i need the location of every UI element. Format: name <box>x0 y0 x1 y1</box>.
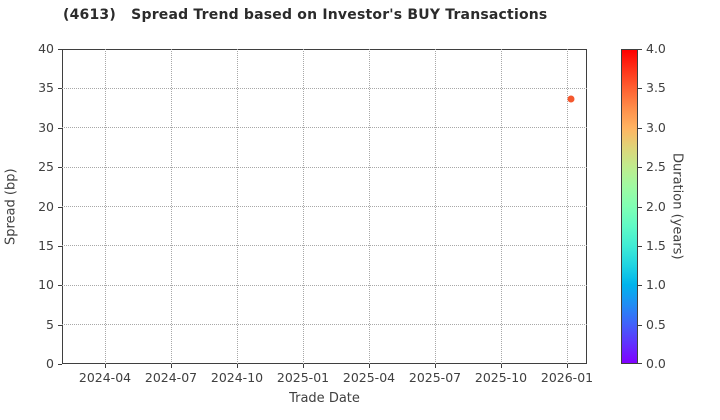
colorbar <box>621 49 638 364</box>
colorbar-tick-mark <box>638 324 642 326</box>
x-tick-label: 2026-01 <box>540 370 594 385</box>
y-gridline <box>62 206 587 207</box>
colorbar-tick-mark <box>638 127 642 129</box>
y-tick-label: 20 <box>38 198 54 214</box>
x-tick-mark <box>567 364 568 368</box>
y-tick-mark <box>58 364 62 365</box>
y-tick-mark <box>58 285 62 287</box>
x-tick-label: 2025-07 <box>408 370 462 385</box>
y-tick-mark <box>58 127 62 129</box>
y-tick-label: 5 <box>46 316 54 332</box>
colorbar-tick-label: 2.0 <box>646 198 666 214</box>
x-gridline <box>302 49 304 364</box>
x-tick-mark <box>303 364 304 368</box>
colorbar-tick-mark <box>638 363 642 364</box>
x-tick-label: 2025-04 <box>342 370 396 385</box>
y-gridline <box>62 245 587 247</box>
y-gridline <box>62 284 587 286</box>
x-gridline <box>434 49 436 364</box>
y-tick-mark <box>58 167 62 169</box>
colorbar-tick-mark <box>638 206 642 208</box>
y-tick-label: 0 <box>46 356 54 371</box>
colorbar-label: Duration (years) <box>669 153 685 260</box>
x-tick-mark <box>171 364 172 368</box>
colorbar-tick-label: 1.5 <box>646 237 666 253</box>
y-tick-mark <box>58 88 62 90</box>
y-tick-label: 10 <box>38 277 54 293</box>
colorbar-tick-label: 1.0 <box>646 277 666 293</box>
colorbar-tick-label: 0.0 <box>646 356 666 371</box>
x-tick-mark <box>369 364 370 368</box>
y-tick-mark <box>58 206 62 208</box>
y-tick-label: 30 <box>38 119 54 135</box>
x-tick-label: 2024-10 <box>210 370 264 385</box>
x-gridline <box>170 49 172 364</box>
data-point <box>567 95 575 103</box>
y-tick-label: 40 <box>38 41 54 56</box>
x-tick-label: 2025-10 <box>474 370 528 385</box>
y-gridline <box>62 87 587 89</box>
x-gridline <box>566 49 568 364</box>
colorbar-tick-mark <box>638 245 642 247</box>
x-gridline <box>368 49 370 364</box>
colorbar-tick-mark <box>638 285 642 287</box>
x-gridline <box>104 49 106 364</box>
colorbar-tick-mark <box>638 88 642 90</box>
colorbar-tick-label: 3.5 <box>646 80 666 96</box>
x-axis-label: Trade Date <box>289 391 360 406</box>
colorbar-tick-mark <box>638 49 642 50</box>
x-tick-mark <box>105 364 106 368</box>
x-gridline <box>236 49 238 364</box>
x-tick-mark <box>237 364 238 368</box>
y-tick-label: 25 <box>38 159 54 175</box>
colorbar-tick-label: 0.5 <box>646 316 666 332</box>
x-tick-mark <box>435 364 436 368</box>
y-tick-label: 35 <box>38 80 54 96</box>
x-tick-label: 2025-01 <box>276 370 330 385</box>
x-tick-mark <box>501 364 502 368</box>
x-tick-label: 2024-04 <box>78 370 132 385</box>
y-gridline <box>62 324 587 326</box>
colorbar-tick-label: 2.5 <box>646 159 666 175</box>
colorbar-tick-label: 3.0 <box>646 119 666 135</box>
colorbar-tick-label: 4.0 <box>646 41 666 56</box>
x-gridline <box>500 49 502 364</box>
y-tick-mark <box>58 245 62 247</box>
y-gridline <box>62 166 587 168</box>
colorbar-tick-mark <box>638 167 642 169</box>
y-gridline <box>62 127 587 129</box>
y-tick-label: 15 <box>38 237 54 253</box>
y-tick-mark <box>58 324 62 326</box>
chart-title: (4613) Spread Trend based on Investor's … <box>63 7 548 23</box>
x-tick-label: 2024-07 <box>144 370 198 385</box>
y-tick-mark <box>58 49 62 50</box>
